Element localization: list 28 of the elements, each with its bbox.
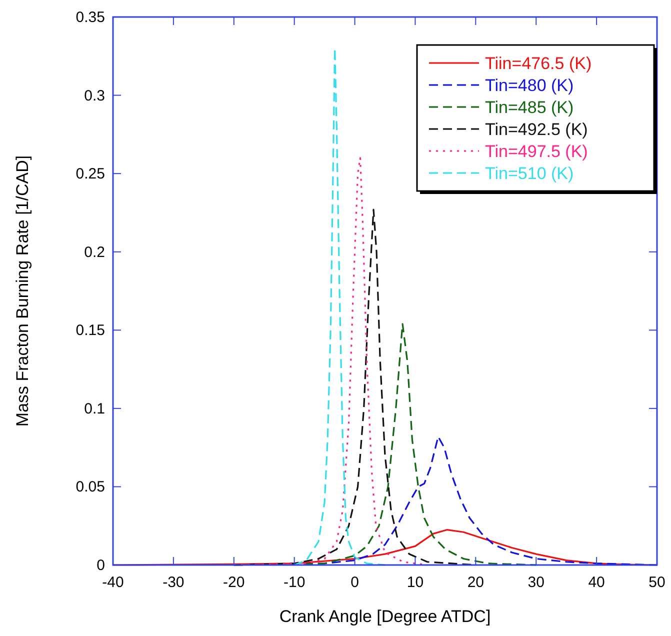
legend-label: Tin=497.5 (K) xyxy=(485,142,588,161)
x-tick-label: -20 xyxy=(223,574,245,591)
x-axis-title: Crank Angle [Degree ATDC] xyxy=(279,607,491,626)
y-axis-title: Mass Fracton Burning Rate [1/CAD] xyxy=(13,155,32,427)
y-tick-label: 0 xyxy=(96,557,105,574)
x-tick-label: 50 xyxy=(648,574,666,591)
y-tick-label: 0.2 xyxy=(84,244,105,261)
legend-label: Tin=485 (K) xyxy=(485,98,574,117)
legend-label: Tin=510 (K) xyxy=(485,164,574,183)
line-series xyxy=(233,157,428,566)
x-tick-label: -10 xyxy=(283,574,306,591)
x-tick-label: 40 xyxy=(588,574,605,591)
x-tick-label: -40 xyxy=(102,574,124,591)
y-tick-label: 0.15 xyxy=(76,322,105,340)
y-tick-label: 0.35 xyxy=(76,9,105,26)
legend-label: Tin=492.5 (K) xyxy=(485,120,588,139)
line-series xyxy=(294,48,386,566)
y-tick-label: 0.3 xyxy=(84,87,105,104)
x-tick-label: 0 xyxy=(350,574,359,591)
y-tick-label: 0.05 xyxy=(76,478,105,496)
y-tick-label: 0.1 xyxy=(84,400,105,418)
x-tick-label: 20 xyxy=(467,574,484,591)
x-tick-label: 10 xyxy=(406,574,424,591)
y-tick-label: 0.25 xyxy=(76,166,105,183)
x-tick-label: 30 xyxy=(528,574,544,591)
legend-label: Tin=480 (K) xyxy=(485,76,574,95)
legend-label: Tiin=476.5 (K) xyxy=(485,54,592,73)
x-tick-label: -30 xyxy=(162,574,184,591)
